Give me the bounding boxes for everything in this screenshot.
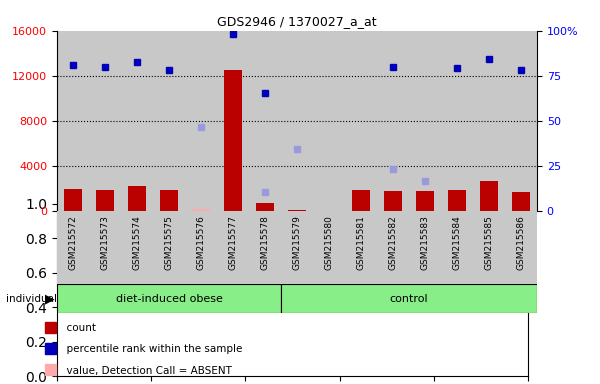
Bar — [281, 284, 537, 313]
Bar — [352, 190, 370, 211]
Bar — [256, 203, 274, 211]
Text: GSM215583: GSM215583 — [421, 215, 430, 270]
Bar — [192, 209, 210, 211]
Bar — [153, 31, 185, 211]
Title: GDS2946 / 1370027_a_at: GDS2946 / 1370027_a_at — [217, 15, 377, 28]
Bar — [64, 189, 82, 211]
Bar — [96, 190, 114, 211]
Bar — [313, 211, 345, 284]
Bar — [121, 31, 153, 211]
Text: GSM215572: GSM215572 — [68, 215, 77, 270]
Bar — [313, 31, 345, 211]
Text: GSM215576: GSM215576 — [197, 215, 205, 270]
Bar — [281, 31, 313, 211]
Bar — [473, 211, 505, 284]
Text: control: control — [389, 293, 428, 304]
Text: GSM215582: GSM215582 — [389, 215, 398, 270]
Text: GSM215585: GSM215585 — [485, 215, 493, 270]
Bar — [249, 211, 281, 284]
Bar — [249, 31, 281, 211]
Bar — [384, 191, 402, 211]
Bar — [505, 31, 537, 211]
Bar — [377, 31, 409, 211]
Bar — [345, 31, 377, 211]
Bar — [128, 186, 146, 211]
Text: GSM215579: GSM215579 — [293, 215, 302, 270]
Bar — [512, 192, 530, 211]
Text: GSM215584: GSM215584 — [452, 215, 461, 270]
Bar — [224, 70, 242, 211]
Text: GSM215575: GSM215575 — [164, 215, 173, 270]
Text: GSM215577: GSM215577 — [229, 215, 238, 270]
Bar — [217, 31, 249, 211]
Bar — [448, 190, 466, 211]
Bar — [480, 181, 498, 211]
Bar — [217, 211, 249, 284]
Text: GSM215580: GSM215580 — [325, 215, 334, 270]
Text: GSM215578: GSM215578 — [260, 215, 269, 270]
Text: GSM215573: GSM215573 — [101, 215, 110, 270]
Bar — [345, 211, 377, 284]
Bar — [416, 191, 434, 211]
Bar — [281, 211, 313, 284]
Bar — [57, 31, 89, 211]
Bar — [89, 211, 121, 284]
Text: individual: individual — [6, 293, 57, 304]
Bar — [409, 31, 441, 211]
Text: value, Detection Call = ABSENT: value, Detection Call = ABSENT — [60, 366, 232, 376]
Bar — [57, 211, 89, 284]
Text: ▶: ▶ — [45, 292, 55, 305]
Bar — [505, 211, 537, 284]
Bar — [377, 211, 409, 284]
Bar — [409, 211, 441, 284]
Text: count: count — [60, 323, 96, 333]
Bar — [441, 31, 473, 211]
Bar — [185, 31, 217, 211]
Bar — [153, 211, 185, 284]
Text: GSM215574: GSM215574 — [133, 215, 142, 270]
Text: GSM215586: GSM215586 — [517, 215, 526, 270]
Bar — [121, 211, 153, 284]
Bar — [89, 31, 121, 211]
Bar — [441, 211, 473, 284]
Bar — [288, 210, 306, 211]
Bar — [185, 211, 217, 284]
Bar — [57, 284, 281, 313]
Text: GSM215581: GSM215581 — [356, 215, 365, 270]
Text: diet-induced obese: diet-induced obese — [116, 293, 223, 304]
Text: percentile rank within the sample: percentile rank within the sample — [60, 344, 242, 354]
Bar — [473, 31, 505, 211]
Bar — [160, 190, 178, 211]
